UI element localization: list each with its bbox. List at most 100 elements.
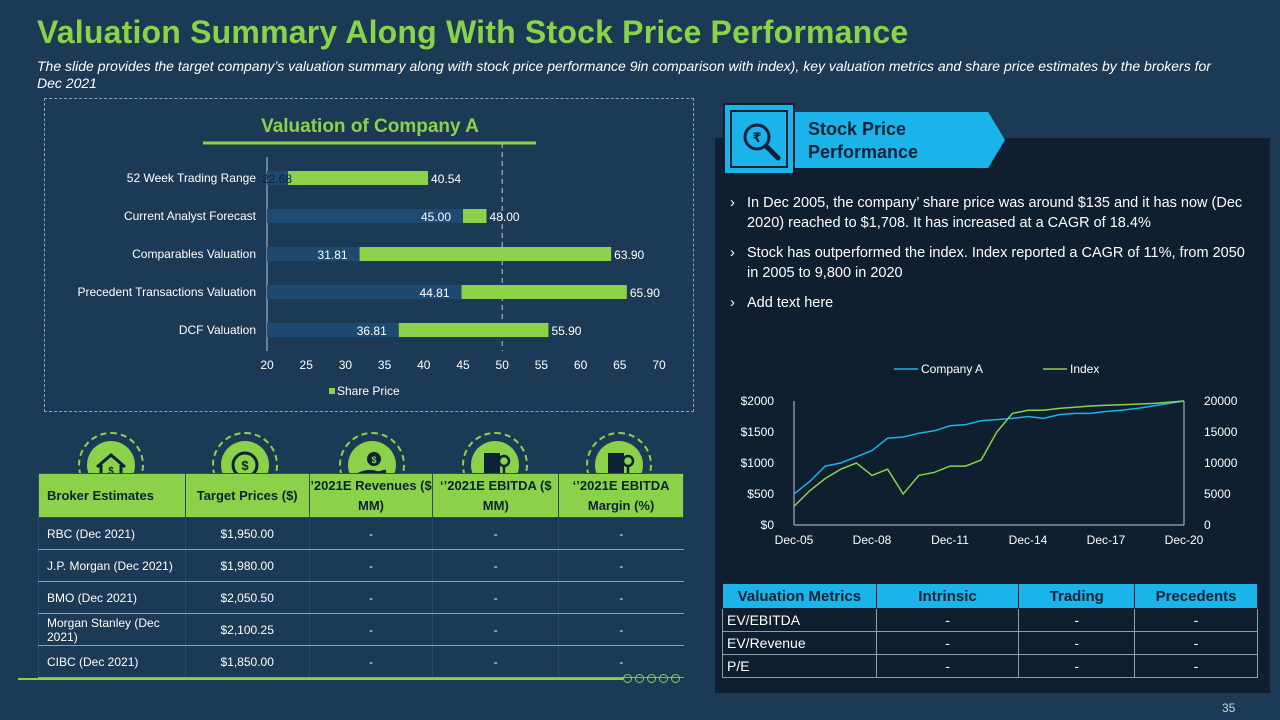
table-row: EV/Revenue - - - — [722, 631, 1258, 655]
x-tick-label: 50 — [496, 358, 510, 372]
bar-low — [267, 209, 463, 223]
table-cell: $2,100.25 — [184, 613, 310, 646]
table-cell: EV/Revenue — [722, 631, 877, 655]
footer-dot — [647, 674, 656, 683]
table-cell: - — [1018, 608, 1136, 632]
broker-estimates-table: Broker Estimates Target Prices ($) ’2021… — [38, 473, 684, 678]
x-tick-label: 30 — [339, 358, 353, 372]
footer-dot — [623, 674, 632, 683]
bar-high — [398, 323, 549, 337]
svg-text:$: $ — [108, 466, 114, 477]
table-cell: - — [432, 645, 559, 678]
x-tick-label: 20 — [260, 358, 274, 372]
high-value-label: 55.90 — [551, 324, 581, 338]
table-cell: - — [558, 549, 684, 582]
table-cell: - — [308, 517, 433, 550]
table-header: Valuation Metrics — [722, 583, 877, 609]
legend-label: Company A — [921, 362, 983, 376]
series-line — [793, 400, 1185, 495]
table-cell: - — [432, 517, 559, 550]
bar-low — [267, 247, 360, 261]
table-cell: - — [308, 613, 433, 646]
chart-title: Valuation of Company A — [261, 116, 479, 137]
bullet-item: Add text here — [730, 293, 1260, 313]
stock-icon-frame: ₹ — [723, 103, 795, 175]
table-cell: - — [1134, 654, 1258, 678]
table-cell: J.P. Morgan (Dec 2021) — [38, 549, 186, 582]
y-right-tick-label: 0 — [1204, 518, 1211, 532]
table-cell: - — [432, 549, 559, 582]
x-tick-label: 65 — [613, 358, 627, 372]
legend-label: Index — [1070, 362, 1099, 376]
low-value-label: 22.68 — [262, 172, 292, 186]
x-tick-label: 25 — [300, 358, 314, 372]
legend-swatch — [329, 388, 335, 394]
table-cell: - — [875, 608, 1020, 632]
bar-high — [288, 171, 429, 185]
stock-banner — [795, 112, 1005, 168]
x-tick-label: 40 — [417, 358, 431, 372]
table-cell: - — [558, 517, 684, 550]
footer-dots — [623, 674, 680, 683]
bar-low — [267, 171, 289, 185]
bullet-item: In Dec 2005, the company’ share price wa… — [730, 193, 1260, 233]
high-value-label: 65.90 — [630, 286, 660, 300]
table-header: ‘’2021E EBITDA ($ MM) — [432, 473, 560, 518]
footer-dot — [635, 674, 644, 683]
table-cell: - — [308, 645, 433, 678]
y-left-tick-label: $1000 — [741, 456, 775, 470]
table-cell: - — [875, 654, 1020, 678]
bar-low — [267, 285, 462, 299]
category-label: 52 Week Trading Range — [127, 171, 257, 185]
bar-high — [359, 247, 612, 261]
footer-dot — [671, 674, 680, 683]
page-title: Valuation Summary Along With Stock Price… — [37, 14, 909, 50]
valuation-chart-frame: Valuation of Company A 52 Week Trading Ra… — [44, 98, 694, 412]
category-label: DCF Valuation — [179, 323, 256, 337]
table-row: P/E - - - — [722, 654, 1258, 678]
x-tick-label: Dec-14 — [1009, 533, 1048, 547]
stock-bullets: In Dec 2005, the company’ share price wa… — [730, 193, 1260, 323]
table-cell: - — [1018, 654, 1136, 678]
table-cell: CIBC (Dec 2021) — [38, 645, 186, 678]
table-cell: Morgan Stanley (Dec 2021) — [38, 613, 186, 646]
table-cell: - — [1134, 608, 1258, 632]
valuation-bar-chart: Valuation of Company A 52 Week Trading Ra… — [77, 116, 666, 398]
x-tick-label: Dec-17 — [1087, 533, 1126, 547]
x-tick-label: 55 — [535, 358, 549, 372]
y-left-tick-label: $2000 — [741, 394, 775, 408]
x-tick-label: 60 — [574, 358, 588, 372]
table-cell: P/E — [722, 654, 877, 678]
table-row: CIBC (Dec 2021) $1,850.00- - - — [38, 645, 684, 678]
table-cell: EV/EBITDA — [722, 608, 877, 632]
low-value-label: 44.81 — [419, 286, 449, 300]
footer-dot — [659, 674, 668, 683]
low-value-label: 31.81 — [318, 248, 348, 262]
table-cell: $1,950.00 — [184, 517, 310, 550]
rupee-search-icon: ₹ — [730, 110, 788, 168]
table-cell: - — [1018, 631, 1136, 655]
table-cell: - — [1134, 631, 1258, 655]
svg-text:₹: ₹ — [752, 131, 761, 146]
category-label: Comparables Valuation — [132, 247, 256, 261]
category-label: Current Analyst Forecast — [124, 209, 257, 223]
y-right-tick-label: 10000 — [1204, 456, 1238, 470]
table-cell: - — [558, 645, 684, 678]
high-value-label: 48.00 — [490, 210, 520, 224]
table-header: ’2021E Revenues ($ MM) — [308, 473, 434, 518]
legend-label: Share Price — [337, 384, 400, 398]
low-value-label: 36.81 — [357, 324, 387, 338]
y-right-tick-label: 5000 — [1204, 487, 1231, 501]
table-cell: - — [308, 581, 433, 614]
table-cell: - — [432, 581, 559, 614]
svg-text:$: $ — [241, 458, 249, 473]
table-row: BMO (Dec 2021) $2,050.50- - - — [38, 581, 684, 614]
y-right-tick-label: 20000 — [1204, 394, 1238, 408]
table-row: J.P. Morgan (Dec 2021) $1,980.00- - - — [38, 549, 684, 582]
x-tick-label: Dec-08 — [853, 533, 892, 547]
page-number: 35 — [1222, 701, 1236, 715]
stock-line-chart: $0 $500 $1000 $1500 $2000 0 5000 10000 15000 2000… — [741, 362, 1238, 547]
table-cell: - — [558, 581, 684, 614]
x-tick-label: 45 — [456, 358, 470, 372]
x-tick-label: 35 — [378, 358, 392, 372]
